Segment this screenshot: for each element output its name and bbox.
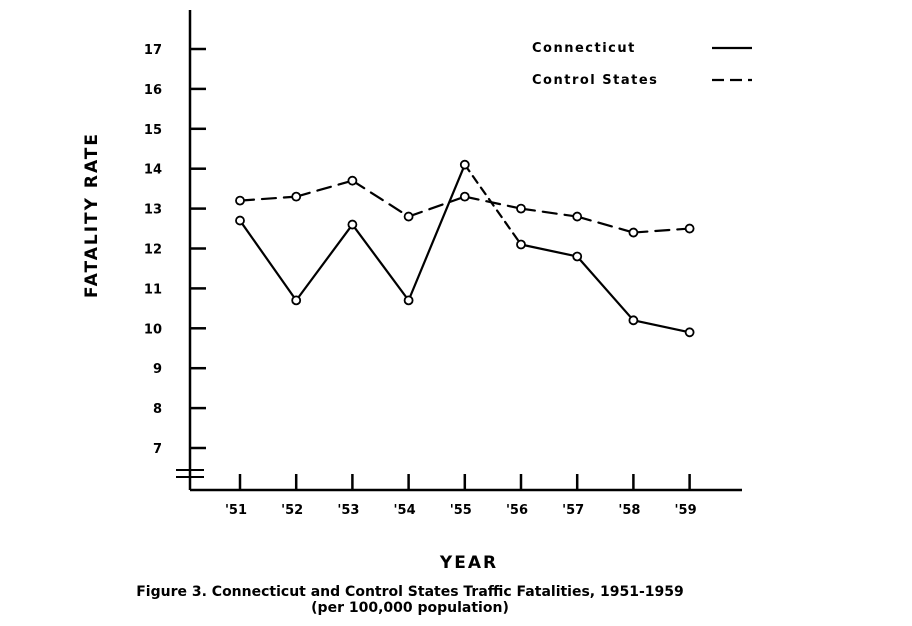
legend-label: Control States (532, 73, 658, 88)
series-segment (238, 195, 298, 202)
figure-caption-subtitle: (per 100,000 population) (311, 600, 509, 616)
series-segment (295, 179, 354, 198)
y-tick-label: 9 (153, 362, 162, 377)
series-connecticut (235, 159, 695, 338)
y-tick-label: 12 (144, 243, 162, 258)
y-tick-label: 11 (144, 282, 162, 297)
y-tick-label: 8 (153, 402, 162, 417)
data-point (403, 295, 414, 306)
series-segment (519, 243, 579, 258)
data-point (572, 211, 583, 222)
legend-label: Connecticut (532, 41, 636, 56)
data-point (684, 223, 695, 234)
series-segment (351, 223, 410, 302)
x-tick-label: '55 (450, 503, 472, 518)
data-point (628, 315, 639, 326)
legend: Connecticut Control States (532, 41, 752, 88)
series-segment (576, 215, 635, 234)
data-point (459, 191, 470, 202)
series-segment (351, 179, 410, 218)
series-lines (235, 159, 695, 338)
data-point (628, 227, 639, 238)
data-point (291, 191, 302, 202)
series-control-states (235, 175, 695, 238)
x-tick-label: '56 (506, 503, 528, 518)
series-segment (295, 223, 354, 302)
data-point (572, 251, 583, 262)
data-point (291, 295, 302, 306)
x-tick-label: '52 (281, 503, 303, 518)
y-tick-label: 7 (153, 442, 162, 457)
x-axis-title: YEAR (439, 553, 498, 573)
x-tick-label: '59 (675, 503, 697, 518)
series-segment (632, 319, 691, 334)
y-axis-title: FATALITY RATE (82, 132, 102, 298)
data-point (235, 215, 245, 226)
data-point (235, 195, 245, 206)
series-segment (632, 227, 691, 234)
figure-caption-title: Figure 3. Connecticut and Control States… (136, 584, 684, 600)
x-tick-label: '51 (225, 503, 247, 518)
x-tick-label: '54 (394, 503, 416, 518)
y-tick-label: 14 (144, 163, 162, 178)
data-point (347, 219, 358, 230)
data-point (516, 239, 526, 250)
series-segment (576, 255, 635, 322)
series-segment (463, 163, 523, 246)
series-segment (407, 163, 466, 302)
x-axis: '51 '52 '53 '54 '55 '56 '57 '58 '59 (190, 474, 742, 518)
data-point (459, 159, 470, 170)
y-tick-label: 13 (144, 203, 162, 218)
x-tick-label: '53 (337, 503, 359, 518)
y-tick-label: 17 (144, 43, 162, 58)
data-point (516, 203, 526, 214)
x-tick-label: '58 (618, 503, 640, 518)
y-axis: 7 8 9 10 11 12 13 14 15 16 17 (144, 10, 206, 490)
y-tick-label: 10 (144, 322, 162, 337)
series-segment (407, 195, 466, 218)
series-segment (463, 195, 523, 210)
data-point (347, 175, 358, 186)
data-point (403, 211, 414, 222)
data-point (684, 327, 695, 338)
y-tick-label: 16 (144, 83, 162, 98)
x-tick-label: '57 (562, 503, 584, 518)
series-segment (519, 207, 579, 218)
y-tick-label: 15 (144, 123, 162, 138)
series-segment (238, 219, 298, 302)
